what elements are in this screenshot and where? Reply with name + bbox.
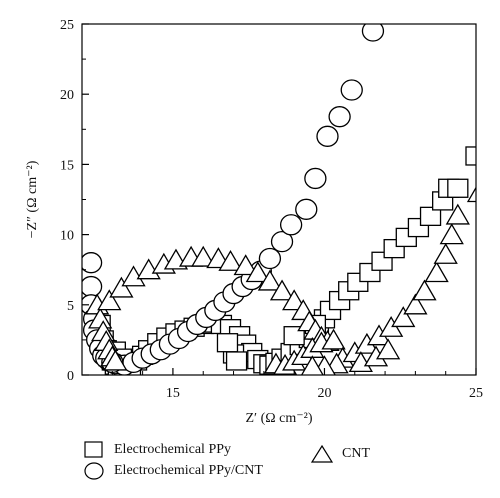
- data-markers: [82, 24, 476, 375]
- circle-point: [340, 79, 363, 101]
- x-tick-label: 25: [469, 386, 483, 401]
- circle-point: [328, 106, 351, 128]
- triangle-point: [375, 338, 401, 360]
- y-tick-label: 5: [67, 299, 74, 314]
- triangle-point: [269, 279, 295, 301]
- triangle-point: [136, 258, 161, 280]
- triangle-point: [300, 355, 324, 375]
- y-tick-label: 10: [60, 229, 74, 244]
- triangle-point: [348, 351, 373, 373]
- triangle-point: [321, 328, 346, 350]
- triangle-point: [97, 289, 122, 311]
- triangle-point: [109, 276, 134, 298]
- circle-point: [279, 214, 303, 236]
- triangle-point: [257, 269, 283, 291]
- triangle-point: [218, 249, 243, 271]
- square-point: [216, 333, 239, 353]
- triangle-point: [191, 245, 216, 267]
- triangle-point: [245, 261, 270, 283]
- circle-point: [82, 252, 103, 274]
- x-axis-label: Z′ (Ω cm⁻²): [245, 411, 312, 426]
- circle-point: [82, 275, 103, 298]
- triangle-point: [445, 203, 470, 225]
- triangle-point: [391, 306, 416, 328]
- circle-point: [304, 167, 327, 190]
- y-tick-label: 0: [67, 369, 74, 384]
- series-triangle: [85, 186, 476, 375]
- triangle-point: [439, 223, 464, 245]
- square-point: [225, 351, 248, 371]
- circle-point: [258, 247, 282, 270]
- triangle-point: [282, 289, 307, 311]
- square-point: [465, 146, 476, 166]
- triangle-point: [103, 349, 128, 371]
- plot-frame: [81, 23, 477, 376]
- y-tick-label: 20: [60, 88, 74, 103]
- triangle-point: [466, 186, 476, 203]
- square-point: [419, 206, 442, 226]
- triangle-point: [233, 254, 258, 276]
- x-tick-label: 15: [166, 386, 180, 401]
- circle-point: [361, 24, 385, 42]
- triangle-point: [433, 242, 458, 264]
- x-tick-label: 20: [317, 386, 331, 401]
- y-tick-label: 25: [60, 18, 74, 33]
- axes: 15 20 25 0 5 10 15 20 25: [60, 18, 483, 401]
- y-tick-label: 15: [60, 158, 74, 173]
- circle-point: [270, 230, 294, 253]
- circle-point: [316, 125, 339, 147]
- circle-point: [295, 198, 318, 220]
- triangle-point: [424, 261, 449, 283]
- triangle-point: [412, 279, 437, 301]
- y-axis-label: −Z″ (Ω cm⁻²): [25, 160, 40, 238]
- square-point: [447, 178, 469, 198]
- triangle-point: [403, 293, 428, 315]
